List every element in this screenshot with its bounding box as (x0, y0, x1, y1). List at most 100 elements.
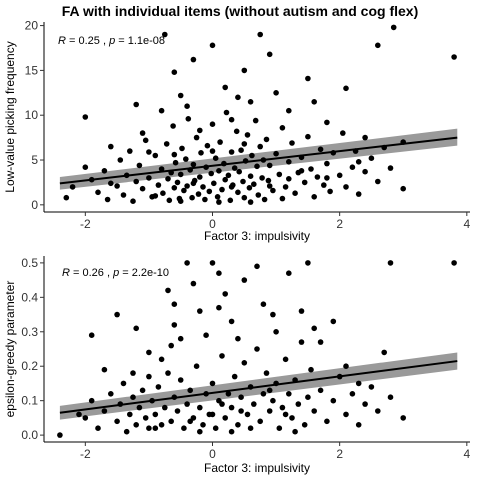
data-point (222, 291, 228, 297)
y-tick-label: 5 (31, 153, 38, 167)
data-point (155, 182, 162, 188)
data-point (247, 99, 254, 105)
y-tick-label: 20 (25, 19, 39, 33)
data-point (241, 141, 248, 147)
data-point (187, 418, 193, 425)
data-point (282, 356, 289, 363)
data-point (152, 425, 159, 432)
data-point (57, 432, 63, 438)
data-point (123, 428, 130, 435)
data-point (184, 401, 190, 407)
data-point (375, 178, 381, 185)
data-point (276, 171, 283, 178)
y-tick-label: 15 (25, 63, 39, 77)
data-point (308, 366, 314, 373)
data-point (152, 152, 159, 159)
regression-ci-band (59, 128, 458, 190)
data-point (238, 147, 244, 153)
data-point (375, 408, 381, 414)
data-point (227, 197, 234, 204)
data-point (162, 404, 168, 411)
data-point (343, 85, 349, 92)
data-point (222, 176, 228, 183)
fit-line (59, 360, 458, 414)
data-point (240, 178, 246, 185)
data-point (298, 339, 305, 345)
data-point (295, 401, 302, 407)
data-point (193, 134, 200, 141)
data-point (257, 418, 264, 425)
data-point (200, 422, 206, 428)
y-axis-label: epsilon-greedy parameter (3, 281, 17, 418)
data-point (279, 125, 286, 131)
data-point (355, 380, 362, 387)
data-point (355, 191, 362, 197)
annotation-r-value: = 0.26 , (70, 267, 113, 279)
data-point (158, 356, 165, 363)
data-point (142, 415, 149, 421)
data-point (136, 162, 143, 169)
data-point (260, 391, 267, 397)
data-point (340, 130, 346, 136)
data-point (266, 387, 273, 394)
data-point (265, 177, 272, 184)
data-point (172, 159, 179, 166)
data-point (451, 54, 457, 60)
data-point (387, 394, 394, 401)
data-point (390, 24, 397, 31)
data-point (209, 260, 216, 266)
data-point (202, 196, 208, 203)
data-point (254, 346, 260, 352)
data-point (95, 189, 101, 196)
y-tick-labels: 0 5 10 15 20 (25, 19, 39, 212)
data-point (171, 151, 178, 158)
data-point (282, 411, 289, 418)
data-point (387, 260, 394, 266)
data-point (286, 176, 292, 182)
data-point (108, 391, 114, 397)
data-point (223, 109, 230, 116)
data-point (184, 103, 190, 109)
y-tick-label: 0 (31, 198, 38, 212)
data-point (209, 148, 216, 154)
data-point (282, 184, 289, 190)
data-point (158, 166, 165, 172)
data-point (368, 155, 375, 161)
data-point (225, 172, 232, 179)
data-point (158, 107, 165, 114)
data-point (324, 119, 330, 126)
y-tick-label: 0.2 (21, 359, 38, 373)
data-point (270, 311, 276, 318)
data-point (301, 422, 308, 428)
data-point (219, 353, 225, 359)
data-point (260, 301, 267, 308)
data-point (190, 56, 197, 63)
data-point (200, 184, 206, 190)
data-point (165, 370, 171, 376)
data-point (225, 391, 232, 397)
data-point (146, 175, 152, 181)
data-point (235, 94, 241, 101)
data-point (330, 397, 337, 404)
data-point (235, 422, 241, 428)
data-point (82, 164, 89, 170)
data-point (349, 391, 356, 397)
data-point (241, 277, 248, 283)
data-point (266, 408, 273, 414)
data-point (270, 397, 276, 404)
data-point (259, 175, 265, 181)
annotation-r-label: R (62, 267, 70, 279)
data-point (127, 411, 133, 418)
data-point (317, 146, 324, 153)
data-point (266, 162, 273, 169)
data-point (228, 184, 235, 190)
data-point (130, 394, 136, 401)
data-point (133, 101, 139, 108)
data-point (233, 128, 240, 135)
data-point (276, 425, 283, 432)
data-point (133, 422, 139, 428)
data-point (228, 318, 235, 325)
data-point (206, 188, 213, 195)
data-point (289, 140, 295, 146)
x-tick-label: 0 (209, 447, 216, 461)
